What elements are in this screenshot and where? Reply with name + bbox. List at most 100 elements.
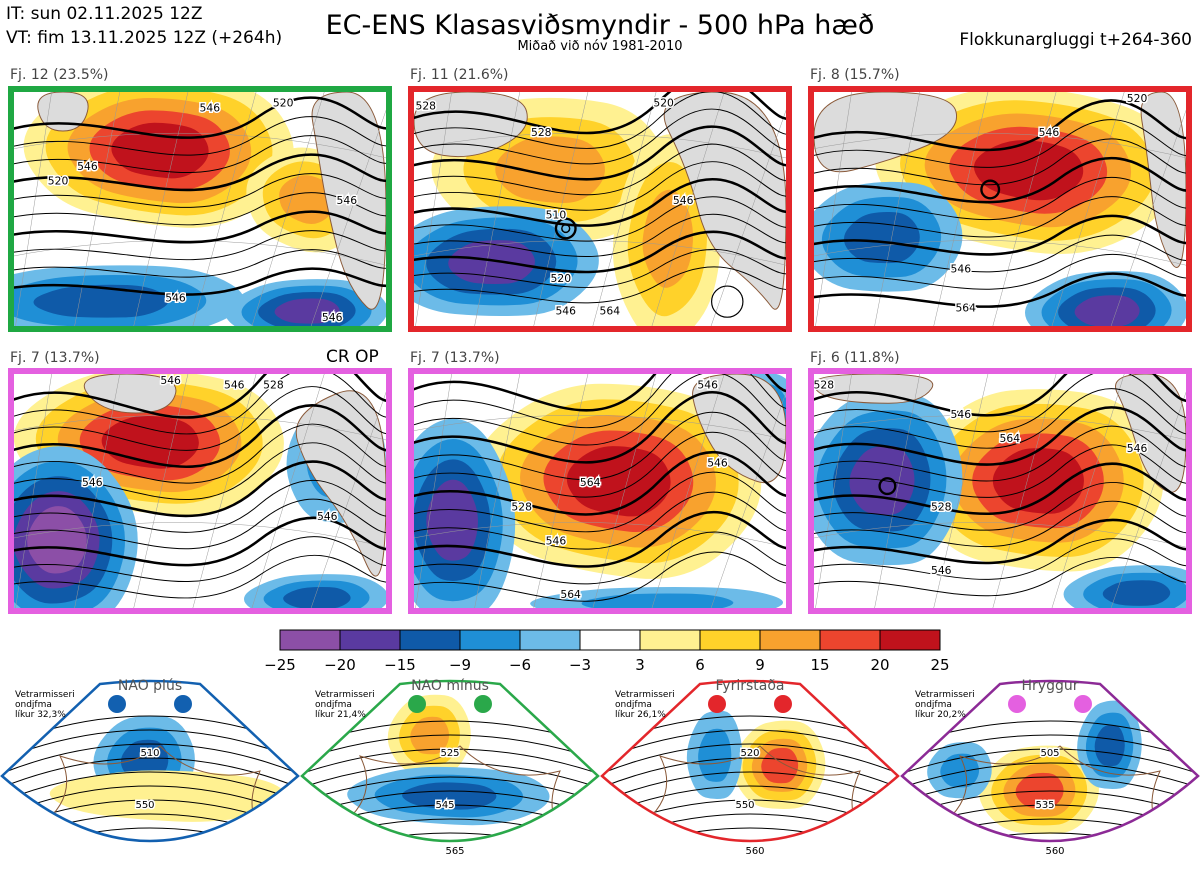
- cluster-map-panel: 546 546 564 520: [808, 86, 1192, 332]
- cluster-map-panel: 510 528 520 546 546 564 520 528: [408, 86, 792, 332]
- height-contour: [414, 196, 786, 242]
- height-contour: [414, 92, 786, 149]
- contour-label: 546: [160, 374, 181, 387]
- regime-dot: [174, 695, 192, 713]
- height-contour: [414, 471, 786, 533]
- height-contour: [814, 538, 1186, 580]
- regime-note: ondjfma: [315, 700, 352, 710]
- height-contour: [814, 462, 1186, 515]
- colorbar-tick-label: −9: [449, 656, 471, 674]
- height-contour: [814, 518, 1186, 565]
- regime-contour-label: 520: [740, 748, 759, 759]
- regime-contour: [302, 734, 598, 761]
- height-contour: [414, 230, 786, 274]
- valid-time: VT: fim 13.11.2025 12Z (+264h): [6, 28, 283, 48]
- regime-coastline: [639, 745, 871, 837]
- regime-note: líkur 20,2%: [915, 710, 966, 720]
- regime-title: NAO mínus: [411, 678, 489, 694]
- height-contour: [414, 531, 786, 585]
- regime-contour: [902, 832, 1198, 841]
- height-contour: [414, 391, 786, 464]
- regime-dot: [108, 695, 126, 713]
- colorbar-tick-label: −25: [264, 656, 296, 674]
- height-contour: [814, 138, 1186, 186]
- land-area: [814, 92, 958, 173]
- anomaly-fill: [283, 586, 351, 608]
- height-contour: [814, 374, 1186, 433]
- low-center: [878, 477, 897, 496]
- low-center: [554, 217, 577, 240]
- land-area: [814, 374, 934, 404]
- height-contour: [814, 176, 1186, 220]
- cluster-map-panel: 546 520 546 520 546 546 546: [8, 86, 392, 332]
- regime-contour: [602, 771, 898, 803]
- contour-label: 510: [546, 209, 567, 222]
- regime-note: Vetrarmisseri: [315, 690, 375, 700]
- page-title: EC-ENS Klasasviðsmyndir - 500 hPa hæð: [325, 10, 875, 41]
- height-contour: [414, 248, 786, 288]
- height-contour: [14, 479, 386, 533]
- anomaly-fill: [973, 140, 1084, 201]
- regime-contour: [2, 729, 298, 761]
- contour-label: 520: [273, 97, 294, 110]
- height-contour: [814, 196, 1186, 238]
- regime-contour: [2, 743, 298, 775]
- height-contour: [414, 213, 786, 257]
- regime-dot: [708, 695, 726, 713]
- regime-note: líkur 26,1%: [615, 710, 666, 720]
- graticule-line: [251, 374, 325, 608]
- regime-contour-label: 545: [435, 800, 454, 811]
- contour-label: 546: [82, 476, 103, 489]
- height-contour: [14, 153, 386, 192]
- height-contour: [414, 125, 786, 181]
- contour-label: 564: [580, 476, 601, 489]
- height-contour: [14, 267, 386, 296]
- height-contour: [14, 498, 386, 550]
- graticule-line: [533, 92, 589, 326]
- colorbar-tick-label: 15: [810, 656, 829, 674]
- colorbar-tick-label: 20: [870, 656, 889, 674]
- regime-contour: [2, 785, 298, 817]
- colorbar-bin: [579, 629, 641, 651]
- height-contour: [814, 214, 1186, 256]
- high-center: [711, 285, 744, 318]
- regime-contour: [902, 762, 1198, 789]
- graticule-line: [814, 522, 1186, 548]
- height-contour: [14, 374, 386, 435]
- height-contour: [414, 451, 786, 516]
- regime-coastline: [939, 745, 1171, 837]
- colorbar-tick-label: −6: [509, 656, 531, 674]
- contour-label: 546: [707, 457, 728, 470]
- regime-note: Vetrarmisseri: [615, 690, 675, 700]
- colorbar-bin: [879, 629, 941, 651]
- colorbar-tick-label: −15: [384, 656, 416, 674]
- regime-dot: [474, 695, 492, 713]
- graticule-line: [74, 92, 121, 326]
- height-contour: [14, 173, 386, 208]
- cluster-map-panel: 546 564 546 546 528 528: [808, 368, 1192, 614]
- anomaly-fill: [940, 753, 980, 788]
- height-contour: [414, 108, 786, 165]
- graticule-line: [414, 522, 786, 548]
- colorbar-tick-label: 25: [930, 656, 949, 674]
- colorbar-tick-label: −3: [569, 656, 591, 674]
- contour-label: 546: [77, 160, 98, 173]
- height-contour: [14, 192, 386, 226]
- regime-contour-label: 505: [1040, 748, 1059, 759]
- control-run-label: CR OP: [326, 347, 379, 367]
- contour-label: 546: [555, 304, 576, 317]
- contour-label: 528: [511, 501, 532, 514]
- colorbar-bin: [339, 629, 401, 651]
- height-contour: [814, 482, 1186, 531]
- colorbar-tick-label: −20: [324, 656, 356, 674]
- regime-dot: [1074, 695, 1092, 713]
- graticule-line: [14, 522, 386, 548]
- height-contour: [814, 500, 1186, 547]
- contour-label: 564: [600, 304, 621, 317]
- regime-contour: [902, 776, 1198, 803]
- clustering-window: Flokkunargluggi t+264-360: [959, 30, 1192, 50]
